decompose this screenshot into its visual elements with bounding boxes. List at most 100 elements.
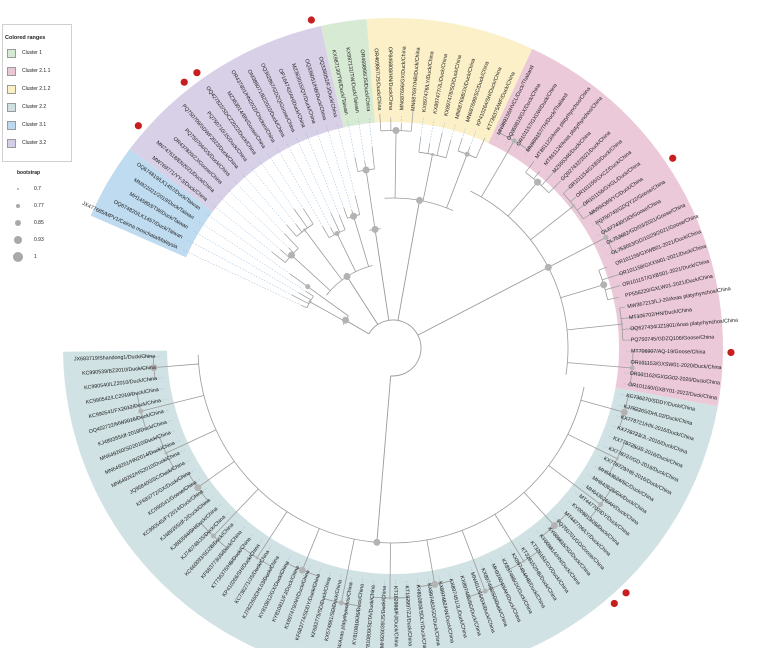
leaf-connector (523, 134, 540, 157)
branch (427, 143, 431, 154)
leaf-connector (295, 137, 332, 214)
bootstrap-node (210, 533, 216, 539)
leaf-connector (315, 129, 345, 208)
highlight-marker (307, 16, 315, 24)
branch (173, 473, 189, 483)
cluster-sector (320, 19, 375, 128)
leaf-connector (593, 464, 628, 485)
bootstrap-node (305, 284, 311, 290)
bootstrap-node (255, 556, 259, 560)
branch (580, 399, 625, 413)
leaf-connector (623, 372, 644, 376)
legend-item-cluster-2-1-1: Cluster 2.1.1 (7, 65, 50, 77)
cluster-sector (90, 149, 213, 258)
highlight-markers (134, 16, 735, 608)
leaf-connector (406, 579, 409, 604)
bootstrap-node (342, 316, 350, 324)
leaf-connector (495, 118, 507, 141)
bootstrap-dot (14, 236, 22, 244)
highlight-marker (669, 154, 677, 162)
branch (197, 354, 585, 544)
bootstrap-node (392, 127, 400, 135)
leaf-connector (514, 138, 523, 151)
highlight-marker (193, 69, 201, 77)
bootstrap-node (534, 178, 542, 186)
legend-label: Cluster 1 (22, 50, 43, 56)
leaf-connector (301, 564, 311, 587)
bootstrap-node (464, 151, 470, 157)
leaf-connector (204, 212, 291, 275)
leaf-connector (276, 555, 291, 585)
branch (507, 181, 538, 217)
branch (307, 286, 349, 317)
leaf-connector (461, 127, 466, 139)
branch (338, 214, 346, 230)
bootstrap-node (303, 228, 307, 232)
bootstrap-label: 0.93 (34, 237, 44, 243)
branch (548, 465, 601, 505)
branch (567, 323, 622, 331)
leaf-connector (356, 578, 364, 628)
bootstrap-label: 1 (34, 254, 37, 260)
branch (379, 113, 382, 131)
bootstrap-node (298, 566, 306, 574)
branch (418, 137, 422, 153)
leaf-connector (292, 560, 301, 578)
branch (368, 319, 422, 377)
leaf-connector (326, 125, 353, 211)
bootstrap-node (350, 212, 358, 220)
branch (213, 488, 259, 537)
leaf-connector (621, 306, 626, 309)
bootstrap-node (416, 196, 424, 204)
branch (322, 226, 330, 238)
leaf-connector (536, 530, 553, 551)
branch (622, 417, 633, 421)
branch (525, 161, 535, 173)
branch (343, 603, 348, 621)
bootstrap-node (603, 234, 609, 240)
branch (289, 273, 308, 287)
leaf-connector (163, 459, 190, 475)
branch (304, 229, 343, 281)
highlight-marker (180, 78, 188, 86)
branch (371, 147, 375, 169)
bootstrap-item: 1 (12, 251, 37, 263)
branch (481, 140, 515, 198)
branch (303, 208, 314, 225)
legend-item-cluster-2-2: Cluster 2.2 (7, 101, 46, 113)
branch (301, 528, 320, 571)
bootstrap-node (629, 365, 635, 371)
leaf-connector (616, 285, 621, 287)
bootstrap-node (511, 138, 517, 144)
leaf-connector (557, 180, 562, 185)
bootstrap-node (338, 600, 344, 606)
leaf-connector (438, 575, 445, 604)
leaf-connector (371, 579, 375, 607)
leaf-connectors (120, 111, 655, 628)
leaf-label: OR469867/JS/Duck/China (373, 48, 382, 110)
leaf-connector (624, 328, 637, 330)
branch (280, 249, 290, 258)
leaf-connector (532, 161, 535, 163)
branch (567, 433, 618, 460)
colored-ranges-legend: Colored ranges Cluster 1 Cluster 2.1.1 C… (2, 24, 72, 162)
branch (336, 233, 357, 272)
branch (436, 132, 443, 156)
highlight-marker (610, 599, 618, 608)
branch (470, 190, 569, 375)
branch (197, 461, 235, 488)
leaf-connector (449, 573, 454, 589)
leaf-connector (241, 172, 287, 226)
branch (605, 285, 621, 291)
leaf-connector (192, 230, 300, 294)
leaf-connector (267, 152, 304, 209)
legend-label: Cluster 3.2 (22, 140, 47, 146)
leaf-connector (584, 210, 596, 218)
branch (607, 296, 619, 301)
leaf-label: MN687696/GX/Duck/China (399, 46, 407, 110)
leaf-connector (603, 445, 632, 460)
leaf-connector (505, 128, 515, 146)
legend-title: Colored ranges (5, 35, 46, 41)
leaf-connector (587, 474, 625, 499)
legend-swatch (7, 84, 16, 94)
